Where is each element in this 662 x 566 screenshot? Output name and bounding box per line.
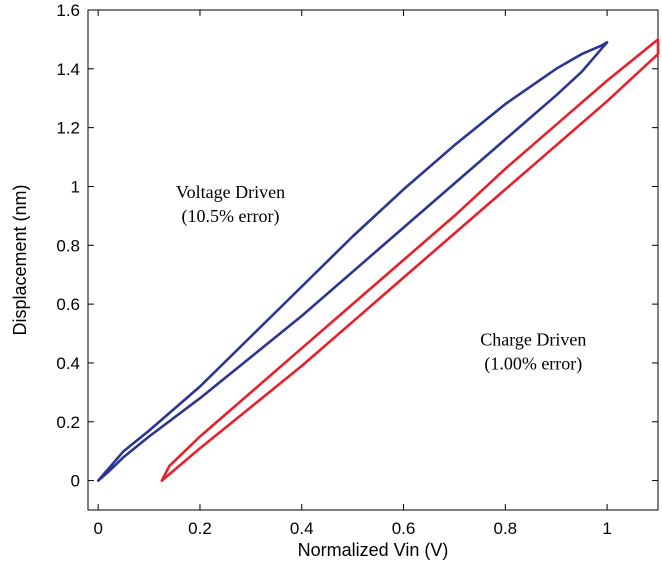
y-tick-label: 0.6 — [56, 295, 80, 314]
annotation-charge-error: (1.00% error) — [484, 353, 582, 374]
annotation-charge-driven: Charge Driven — [480, 329, 586, 349]
y-axis-label: Displacement (nm) — [10, 184, 30, 335]
x-axis-label: Normalized Vin (V) — [298, 540, 449, 560]
y-tick-label: 0.8 — [56, 236, 80, 255]
x-tick-label: 0.8 — [494, 519, 518, 538]
y-tick-label: 1.6 — [56, 1, 80, 20]
annotation-voltage-error: (10.5% error) — [182, 206, 280, 227]
y-tick-label: 1.4 — [56, 60, 80, 79]
label-layer: Normalized Vin (V) Displacement (nm) Vol… — [10, 182, 586, 560]
x-tick-label: 1 — [602, 519, 611, 538]
y-tick-label: 0.4 — [56, 354, 80, 373]
tick-layer: 0 0.2 0.4 0.6 0.8 1 0 0.2 0.4 0.6 0.8 1 1.2 1.4 1.6 — [56, 1, 658, 538]
plot-area — [87, 9, 659, 511]
annotation-voltage-driven: Voltage Driven — [176, 182, 285, 202]
y-tick-label: 1 — [71, 177, 80, 196]
x-tick-label: 0.2 — [188, 519, 212, 538]
series-layer — [96, 38, 660, 482]
x-tick-label: 0.6 — [392, 519, 416, 538]
y-tick-label: 0.2 — [56, 413, 80, 432]
series-voltage-driven-line — [96, 41, 609, 482]
series-charge-driven-line — [160, 38, 660, 482]
y-tick-label: 1.2 — [56, 119, 80, 138]
x-tick-label: 0 — [93, 519, 102, 538]
y-tick-label: 0 — [71, 472, 80, 491]
plot-frame — [87, 9, 659, 511]
x-tick-label: 0.4 — [290, 519, 314, 538]
